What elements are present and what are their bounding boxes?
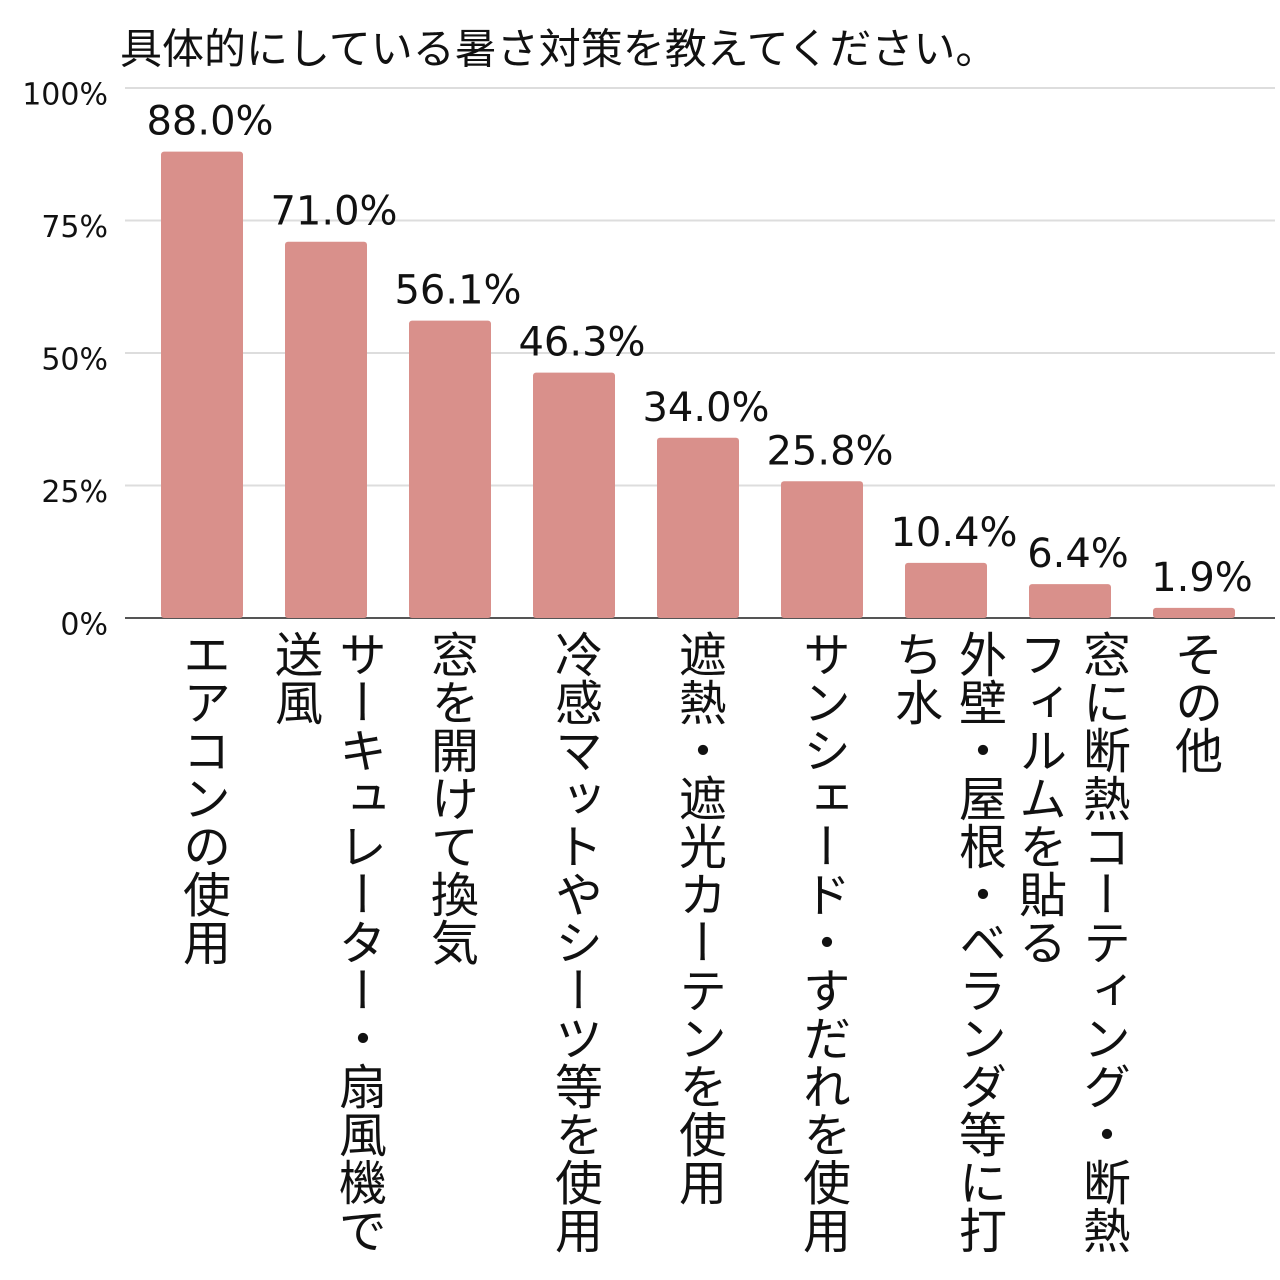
bar bbox=[161, 151, 243, 618]
x-tick-label: 窓に断熱コーティング・断熱フィルムを貼る bbox=[1010, 630, 1130, 1254]
bar bbox=[1029, 584, 1111, 618]
bar bbox=[657, 437, 739, 618]
value-label: 88.0% bbox=[146, 99, 273, 145]
x-tick-label: 窓を開けて換気 bbox=[422, 630, 478, 966]
y-tick-label: 0% bbox=[60, 608, 108, 643]
y-tick-label: 25% bbox=[41, 475, 108, 510]
bar bbox=[533, 372, 615, 618]
value-label: 6.4% bbox=[1027, 531, 1129, 577]
value-label: 1.9% bbox=[1151, 555, 1253, 601]
bar bbox=[1153, 607, 1235, 618]
y-tick-label: 100% bbox=[22, 78, 108, 113]
value-label: 10.4% bbox=[890, 510, 1017, 556]
x-tick-label: サンシェード・すだれを使用 bbox=[794, 630, 850, 1254]
bar bbox=[409, 320, 491, 618]
value-label: 71.0% bbox=[270, 189, 397, 235]
value-label: 34.0% bbox=[642, 385, 769, 431]
bar bbox=[285, 241, 367, 618]
bar bbox=[905, 562, 987, 618]
value-label: 56.1% bbox=[394, 268, 521, 314]
bar bbox=[781, 481, 863, 618]
value-label: 25.8% bbox=[766, 428, 893, 474]
y-tick-label: 75% bbox=[41, 210, 108, 245]
x-tick-label: 遮熱・遮光カーテンを使用 bbox=[670, 630, 726, 1206]
chart-title: 具体的にしている暑さ対策を教えてください。 bbox=[120, 25, 997, 74]
y-tick-label: 50% bbox=[41, 343, 108, 378]
x-tick-label: その他 bbox=[1166, 630, 1222, 774]
x-tick-label: サーキュレーター・扇風機で送風 bbox=[266, 630, 386, 1254]
x-tick-label: 外壁・屋根・ベランダ等に打ち水 bbox=[886, 630, 1006, 1254]
x-tick-label: エアコンの使用 bbox=[174, 630, 230, 966]
value-label: 46.3% bbox=[518, 320, 645, 366]
x-tick-label: 冷感マットやシーツ等を使用 bbox=[546, 630, 602, 1254]
